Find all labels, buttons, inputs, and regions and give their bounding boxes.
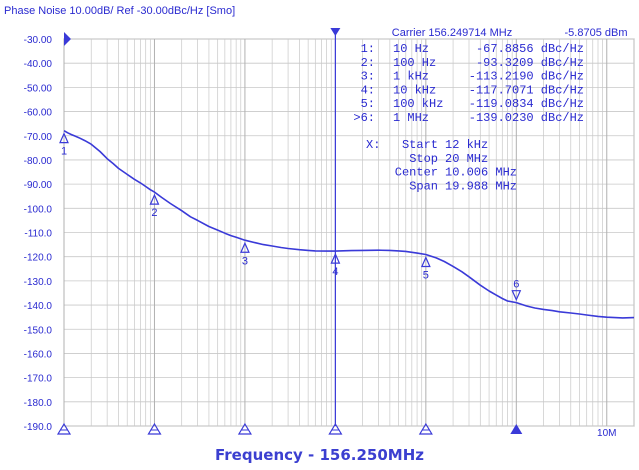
y-tick-label: -180.0 — [24, 398, 53, 409]
axis-marker-4 — [328, 422, 343, 435]
analysis-value: 10.006 MHz — [445, 166, 517, 180]
analysis-value: 19.988 MHz — [445, 179, 517, 193]
marker-6-symbol — [511, 290, 522, 302]
chart-title: Phase Noise 10.00dB/ Ref -30.00dBc/Hz [S… — [4, 5, 235, 17]
marker-6-label: 6 — [513, 279, 519, 291]
axis-marker-5 — [418, 422, 433, 435]
y-tick-label: -60.00 — [24, 108, 53, 119]
marker-2-label: 2 — [151, 207, 157, 219]
y-tick-label: -40.00 — [24, 59, 53, 70]
carrier-label: Carrier 156.249714 MHz — [392, 27, 512, 39]
marker-list-index: 1: — [361, 42, 375, 56]
y-tick-label: -80.00 — [24, 156, 53, 167]
axis-marker-3 — [237, 422, 252, 435]
marker-1-symbol — [59, 132, 69, 144]
y-tick-label: -30.00 — [24, 35, 53, 46]
cursor-arrow — [330, 28, 341, 36]
y-tick-label: -160.0 — [24, 349, 53, 360]
markers: 1 2 3 4 5 6 — [56, 132, 523, 435]
marker-list-index: >6: — [353, 111, 375, 125]
marker-list-index: 3: — [361, 70, 375, 84]
analysis-key: Span — [409, 179, 438, 193]
marker-list-value: -113.2190 dBc/Hz — [469, 70, 584, 84]
analysis-key: Start — [402, 138, 438, 152]
phase-noise-plot: Phase Noise 10.00dB/ Ref -30.00dBc/Hz [S… — [4, 5, 635, 439]
marker-list-value: -67.8856 dBc/Hz — [476, 42, 584, 56]
marker-list-value: -93.3209 dBc/Hz — [476, 56, 584, 70]
y-tick-label: -50.00 — [24, 83, 53, 94]
analysis-list: X: Start 12 kHz Stop 20 MHz Center 10.006 MHz S… — [366, 138, 517, 193]
marker-list-freq: 10 Hz — [393, 42, 429, 56]
reference-level-arrow — [64, 32, 71, 46]
y-tick-label: -100.0 — [24, 204, 53, 215]
y-tick-label: -190.0 — [24, 422, 53, 433]
x-axis-ticks: 10M — [597, 428, 616, 439]
marker-3-label: 3 — [242, 255, 248, 267]
axis-marker-2 — [147, 422, 162, 435]
marker-list-freq: 100 Hz — [393, 56, 436, 70]
grid — [63, 38, 635, 427]
x-tick-label: 10M — [597, 428, 616, 439]
marker-list-freq: 1 kHz — [393, 70, 429, 84]
y-axis-ticks: -30.00 -40.00 -50.00 -60.00 -70.00 -80.00 -90.… — [24, 32, 71, 433]
y-tick-label: -90.00 — [24, 180, 53, 191]
phase-noise-series-line — [63, 130, 635, 319]
marker-2-symbol — [149, 193, 160, 205]
trace — [63, 130, 635, 319]
marker-list-freq: 10 kHz — [393, 83, 436, 97]
marker-list-index: 4: — [361, 83, 375, 97]
analysis-label: X: — [366, 138, 380, 152]
marker-list-value: -117.7071 dBc/Hz — [469, 83, 584, 97]
marker-5-label: 5 — [423, 269, 429, 281]
y-tick-label: -130.0 — [24, 277, 53, 288]
y-tick-label: -70.00 — [24, 132, 53, 143]
marker-list-freq: 1 MHz — [393, 111, 429, 125]
marker-1-label: 1 — [61, 146, 67, 158]
analysis-key: Stop — [409, 152, 438, 166]
marker-4-label: 4 — [332, 266, 338, 278]
analysis-value: 20 MHz — [445, 152, 488, 166]
marker-4-symbol — [330, 252, 341, 264]
y-tick-label: -150.0 — [24, 325, 53, 336]
analysis-key: Center — [395, 166, 438, 180]
y-tick-label: -110.0 — [24, 229, 52, 240]
y-tick-label: -170.0 — [24, 374, 53, 385]
axis-marker-6 — [510, 424, 523, 434]
marker-list-freq: 100 kHz — [393, 97, 443, 111]
marker-5-symbol — [420, 255, 431, 268]
axis-marker-1 — [56, 422, 72, 435]
marker-list-value: -119.0834 dBc/Hz — [469, 97, 584, 111]
center-line — [330, 28, 341, 426]
marker-list: 1: 10 Hz -67.8856 dBc/Hz 2: 100 Hz -93.3209 d… — [353, 42, 584, 125]
carrier-level: -5.8705 dBm — [565, 27, 628, 39]
analysis-value: 12 kHz — [445, 138, 488, 152]
marker-3-symbol — [239, 241, 250, 253]
marker-list-index: 2: — [361, 56, 375, 70]
marker-list-index: 5: — [361, 97, 375, 111]
frequency-caption: Frequency - 156.250MHz — [215, 446, 424, 464]
y-tick-label: -140.0 — [24, 301, 53, 312]
y-tick-label: -120.0 — [24, 253, 53, 264]
marker-list-value: -139.0230 dBc/Hz — [469, 111, 584, 125]
